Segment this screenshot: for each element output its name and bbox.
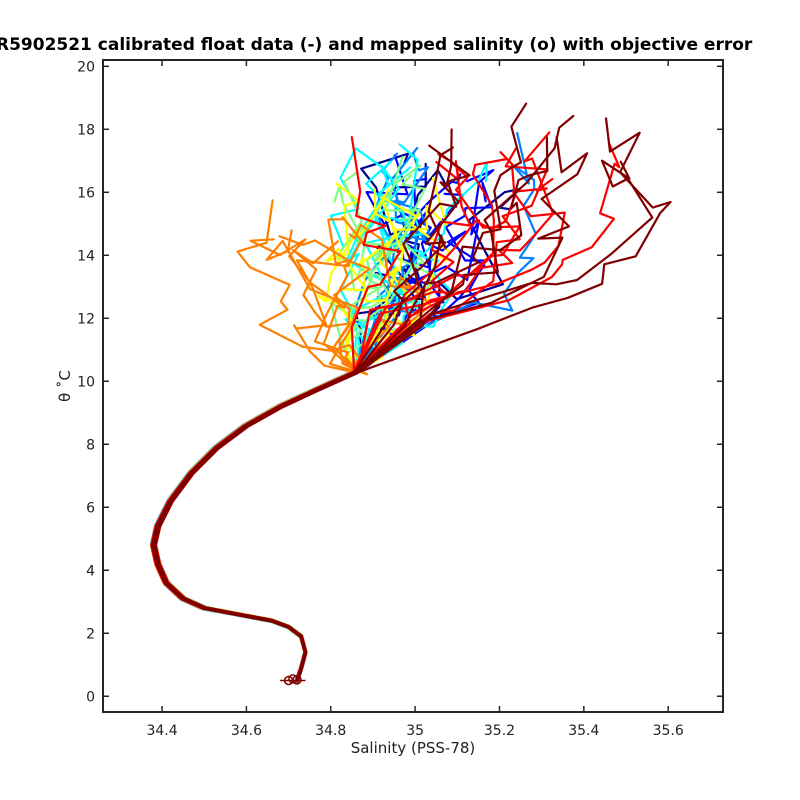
y-tick-label: 18 [77,122,95,138]
mapped-salinity-markers [280,674,306,686]
y-tick-label: 12 [77,311,95,327]
x-tick-label: 34.8 [315,723,346,739]
x-axis-label: Salinity (PSS-78) [351,739,476,757]
profile-lines [150,102,672,683]
profile-line [151,144,471,682]
y-tick-label: 2 [86,626,95,642]
y-tick-label: 0 [86,689,95,705]
y-tick-label: 4 [86,563,95,579]
x-tick-label: 35.2 [484,723,515,739]
x-axis-ticks: 34.4 34.6 34.8 35 35.2 35.4 35.6 [146,60,684,739]
plot-frame [102,59,724,713]
y-tick-label: 8 [86,437,95,453]
y-axis-label: θ ˚C [56,370,74,402]
y-tick-label: 16 [77,185,95,201]
y-tick-label: 6 [86,500,95,516]
y-axis-ticks: 0 2 4 6 8 10 12 14 16 18 20 [77,59,723,705]
x-tick-label: 35 [406,723,424,739]
x-tick-label: 35.6 [653,723,684,739]
x-tick-label: 35.4 [568,723,599,739]
mapped-salinity-point [288,674,298,684]
y-tick-label: 14 [77,248,95,264]
plot-area [103,60,723,712]
chart-title: R5902521 calibrated float data (-) and m… [0,35,753,55]
y-tick-label: 10 [77,374,95,390]
y-tick-label: 20 [77,59,95,75]
x-tick-label: 34.4 [146,723,177,739]
x-tick-label: 34.6 [231,723,262,739]
